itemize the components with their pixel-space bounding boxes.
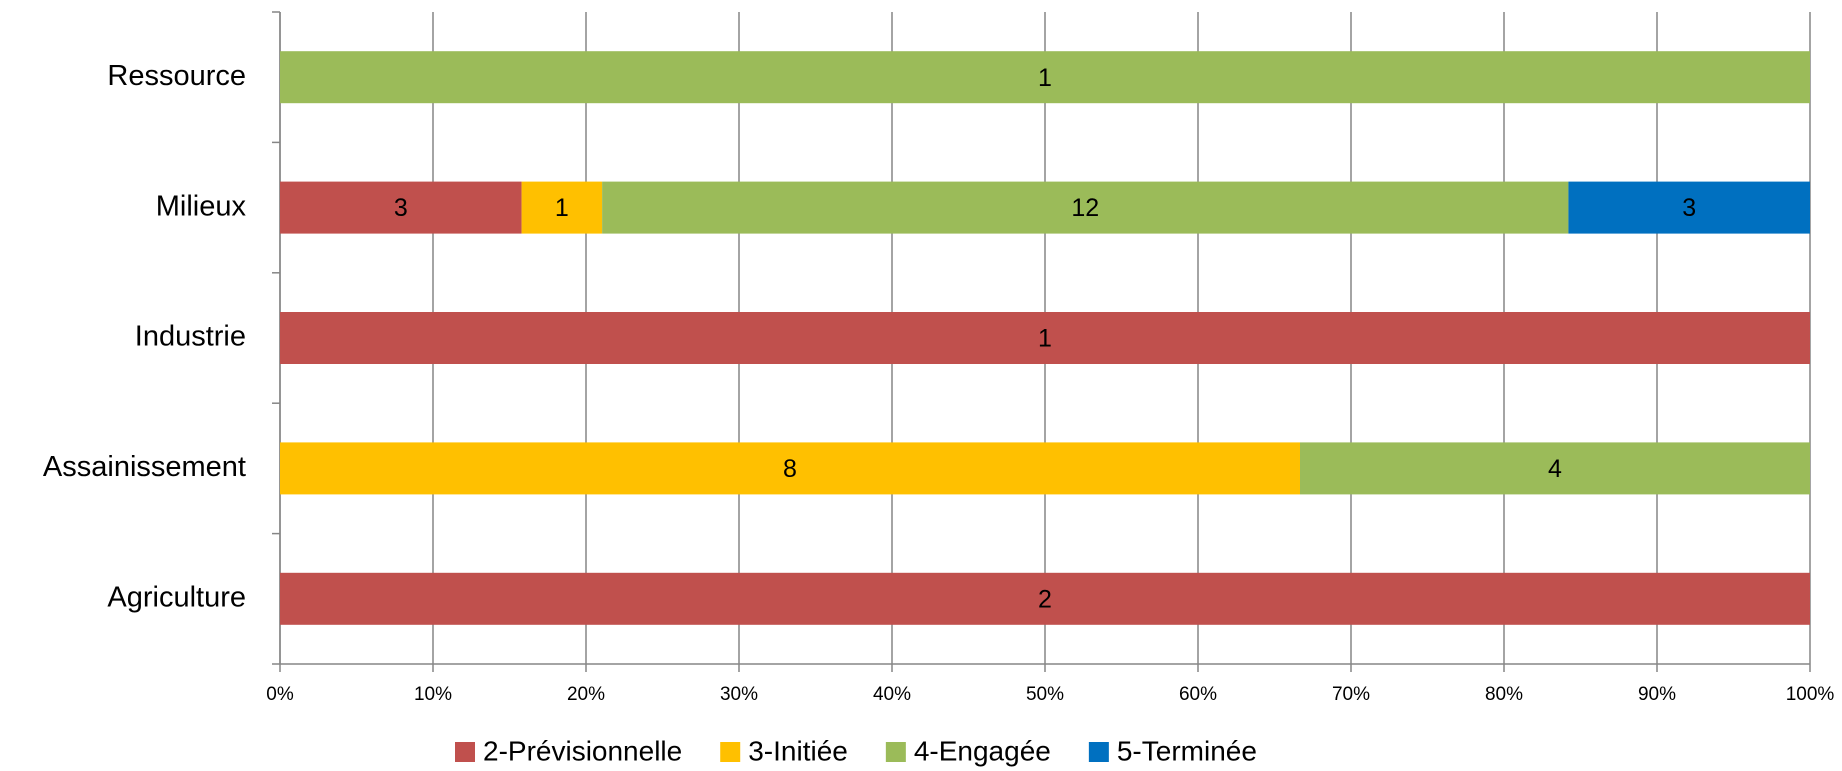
- legend-swatch: [885, 742, 906, 762]
- bar-segment: [1300, 442, 1810, 495]
- legend-label: 4-Engagée: [914, 735, 1051, 766]
- data-label: 8: [783, 455, 797, 483]
- bar-segment: [280, 181, 522, 234]
- x-tick-label: 40%: [873, 684, 911, 705]
- data-label: 3: [1682, 194, 1696, 222]
- legend-label: 2-Prévisionnelle: [483, 735, 682, 766]
- y-tick-label: Agriculture: [107, 581, 246, 613]
- y-tick-label: Milieux: [156, 190, 247, 222]
- bar-segment: [280, 442, 1300, 495]
- data-label: 1: [1038, 64, 1052, 92]
- data-label: 12: [1071, 194, 1099, 222]
- x-tick-label: 100%: [1786, 684, 1835, 705]
- x-tick-label: 60%: [1179, 684, 1217, 705]
- data-label: 1: [1038, 325, 1052, 353]
- x-tick-label: 0%: [266, 684, 294, 705]
- data-label: 2: [1038, 585, 1052, 613]
- x-tick-label: 90%: [1638, 684, 1676, 705]
- y-tick-label: Ressource: [107, 60, 246, 92]
- y-tick-label: Assainissement: [43, 451, 246, 483]
- bar-segment: [602, 181, 1569, 234]
- legend-swatch: [1088, 742, 1109, 762]
- legend-label: 5-Terminée: [1117, 735, 1257, 766]
- legend-swatch: [455, 742, 475, 762]
- x-tick-label: 70%: [1332, 684, 1370, 705]
- bar-segment: [521, 181, 603, 234]
- bar-segment: [280, 312, 1810, 364]
- x-tick-label: 30%: [720, 684, 758, 705]
- bar-segment: [1568, 181, 1810, 234]
- legend-swatch: [720, 742, 741, 762]
- data-label: 3: [394, 194, 408, 222]
- x-tick-label: 50%: [1026, 684, 1064, 705]
- bar-segment: [280, 51, 1810, 104]
- x-tick-label: 20%: [567, 684, 605, 705]
- y-tick-label: Industrie: [135, 321, 246, 353]
- x-tick-label: 10%: [414, 684, 452, 705]
- x-tick-label: 80%: [1485, 684, 1523, 705]
- data-label: 4: [1548, 455, 1562, 483]
- legend-label: 3-Initiée: [748, 735, 848, 766]
- data-label: 1: [555, 194, 569, 222]
- bar-segment: [280, 572, 1810, 625]
